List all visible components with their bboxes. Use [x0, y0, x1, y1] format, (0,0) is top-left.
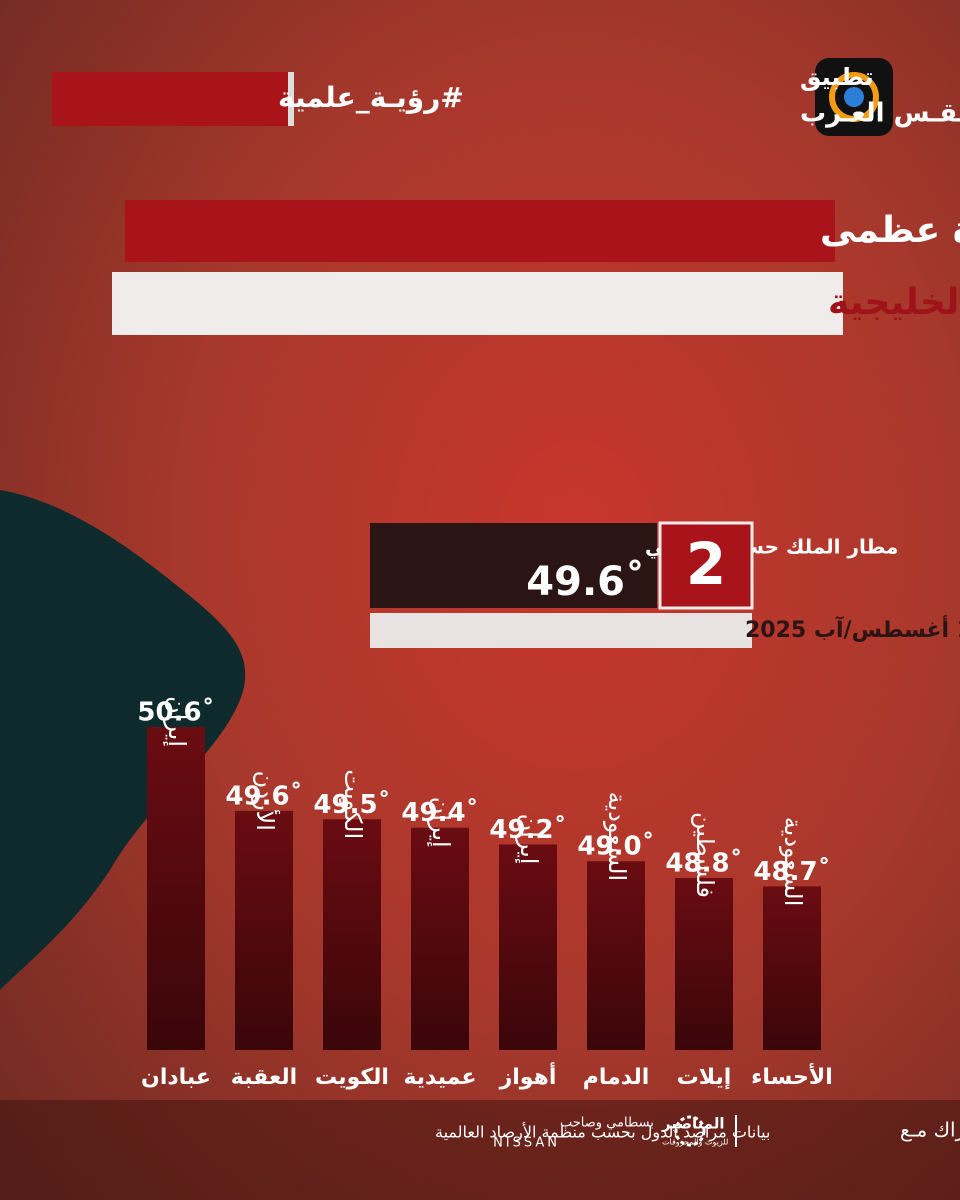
bar-country: الكويت	[339, 769, 367, 839]
sponsor-1: المناصير	[661, 1115, 725, 1133]
bar-country: إيران	[162, 696, 191, 747]
value-label: 49.0˚	[577, 831, 654, 862]
bar-country: إيران	[514, 814, 543, 865]
station-box	[370, 523, 657, 608]
headline-box-2	[112, 272, 843, 335]
headline-1: العقبة تُسجّل ثاني أعلى حرارة عظمى	[820, 206, 960, 251]
x-tick-label: أهواز	[499, 1061, 557, 1090]
value-label: 49.6˚	[225, 780, 302, 811]
bar	[323, 819, 381, 1050]
bar	[235, 810, 293, 1050]
sponsor-2-sub: NISSAN	[493, 1136, 560, 1151]
logo-center	[844, 87, 864, 107]
x-tick-label: الأحساء	[751, 1062, 833, 1090]
app-name-1: تطبيق	[800, 63, 874, 91]
x-tick-label: الدمام	[583, 1065, 650, 1090]
app-name-2: طقـس العـرب	[800, 99, 960, 129]
rank-box	[658, 521, 754, 610]
sea	[0, 490, 246, 990]
bar-country: فلسطين	[691, 812, 719, 898]
x-tick-label: عبادان	[141, 1065, 211, 1090]
value-label: 50.6˚	[137, 697, 214, 728]
source: بيانات مراصد الدول بحسب منظمة الأرصاد ال…	[435, 1122, 770, 1143]
value-label: 49.4˚	[401, 797, 478, 828]
hashtag-box	[52, 72, 288, 126]
x-tick-label: الكويت	[315, 1065, 389, 1090]
bar-country: السعودية	[779, 817, 807, 907]
bar	[763, 886, 821, 1050]
sponsor-1-sub: للزيوت والمحروقات	[662, 1138, 728, 1147]
sponsor-logo	[674, 1115, 706, 1147]
value-label: 48.8˚	[665, 848, 742, 879]
value-label: 49.2˚	[489, 814, 566, 845]
rank: 2	[686, 530, 726, 598]
bar-country: السعودية	[603, 792, 631, 882]
footer-band	[0, 1100, 960, 1200]
headline-2: بالكرة الأرضية متجاوزة الدول الخليجية	[828, 279, 960, 323]
bar	[411, 827, 469, 1050]
bar-country: إيران	[426, 797, 455, 848]
bar-country: الأردن	[251, 771, 280, 831]
value-label: 49.5˚	[313, 789, 390, 820]
bar	[147, 727, 205, 1050]
headline-box-1	[125, 200, 835, 262]
hashtag-accent	[288, 72, 294, 126]
station-value: 49.6˚	[526, 558, 645, 605]
logo-sun	[829, 72, 879, 122]
bar	[499, 844, 557, 1050]
hashtag: #رؤيـة_علمية	[278, 81, 464, 114]
sponsor-2: بسطامي وصاحب	[560, 1116, 654, 1131]
x-tick-label: العقبة	[231, 1065, 297, 1090]
x-tick-label: إيلات	[677, 1065, 732, 1090]
partner-label: بالإشتراك مـع	[900, 1118, 960, 1142]
bar	[675, 878, 733, 1050]
x-tick-label: عميدية	[403, 1065, 476, 1090]
bar	[587, 861, 645, 1050]
date-box	[370, 613, 752, 648]
date: الأربعاء 13 أغسطس/آب 2025	[745, 614, 960, 643]
value-label: 48.7˚	[753, 856, 830, 887]
